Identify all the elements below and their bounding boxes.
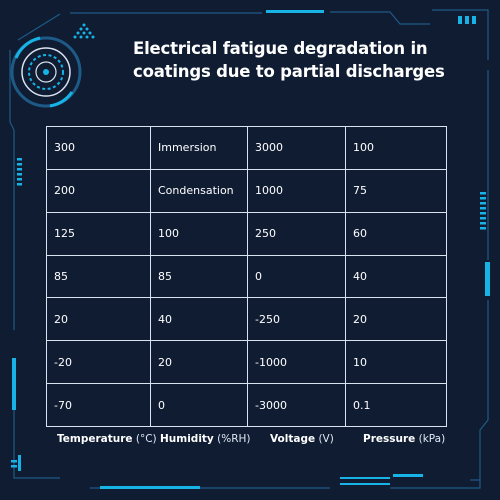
table-cell: 85 [46,254,151,299]
table-cell: -3000 [247,383,346,427]
table-cell: 250 [247,211,346,256]
legend-unit: (kPa) [418,433,446,445]
table-cell: 0.1 [345,383,447,427]
concentric-ring-icon [10,36,82,108]
table-cell: 40 [150,297,248,342]
table-cell: 0 [247,254,346,299]
table-cell: -20 [46,340,151,385]
legend-unit: (V) [318,433,334,445]
table-cell: 100 [150,211,248,256]
table-cell: Immersion [150,126,248,170]
table-cell: 20 [345,297,447,342]
table-cell: -250 [247,297,346,342]
legend-name: Pressure [363,433,416,445]
table-cell: 20 [150,340,248,385]
table-cell: -1000 [247,340,346,385]
legend-humidity: Humidity (%RH) [160,433,251,445]
table-row: -20 20 -1000 10 [46,340,447,385]
table-row: 200 Condensation 1000 75 [46,168,447,213]
table-cell: 20 [46,297,151,342]
table-cell: 60 [345,211,447,256]
table-cell: 200 [46,168,151,213]
legend-unit: (%RH) [217,433,251,445]
table-cell: Condensation [150,168,248,213]
table-cell: 100 [345,126,447,170]
legend-unit: (°C) [135,433,157,445]
table-cell: 0 [150,383,248,427]
table-row: 125 100 250 60 [46,211,447,256]
page-title: Electrical fatigue degradation in coatin… [133,39,445,81]
table-cell: 1000 [247,168,346,213]
right-tick-stack [458,16,486,230]
legend-pressure: Pressure (kPa) [363,433,445,445]
table-cell: 75 [345,168,447,213]
table-cell: 125 [46,211,151,256]
triangle-dot-cluster-icon [73,23,95,39]
frame-lines [9,9,489,489]
table-cell: 10 [345,340,447,385]
table-cell: 40 [345,254,447,299]
data-table: 300 Immersion 3000 100 200 Condensation … [46,126,447,427]
table-cell: 300 [46,126,151,170]
table-row: 20 40 -250 20 [46,297,447,342]
table-row: 85 85 0 40 [46,254,447,299]
legend-voltage: Voltage (V) [270,433,334,445]
table-cell: 85 [150,254,248,299]
data-table-container: 300 Immersion 3000 100 200 Condensation … [46,126,447,427]
table-row: 300 Immersion 3000 100 [46,126,447,170]
table-cell: -70 [46,383,151,427]
legend-name: Voltage [270,433,316,445]
column-legend: Temperature (°C) Humidity (%RH) Voltage … [0,433,500,453]
legend-name: Humidity [160,433,214,445]
table-row: -70 0 -3000 0.1 [46,383,447,427]
table-cell: 3000 [247,126,346,170]
accent-bars [12,10,490,489]
legend-name: Temperature [57,433,133,445]
legend-temperature: Temperature (°C) [57,433,157,445]
left-tick-stack [11,158,22,471]
